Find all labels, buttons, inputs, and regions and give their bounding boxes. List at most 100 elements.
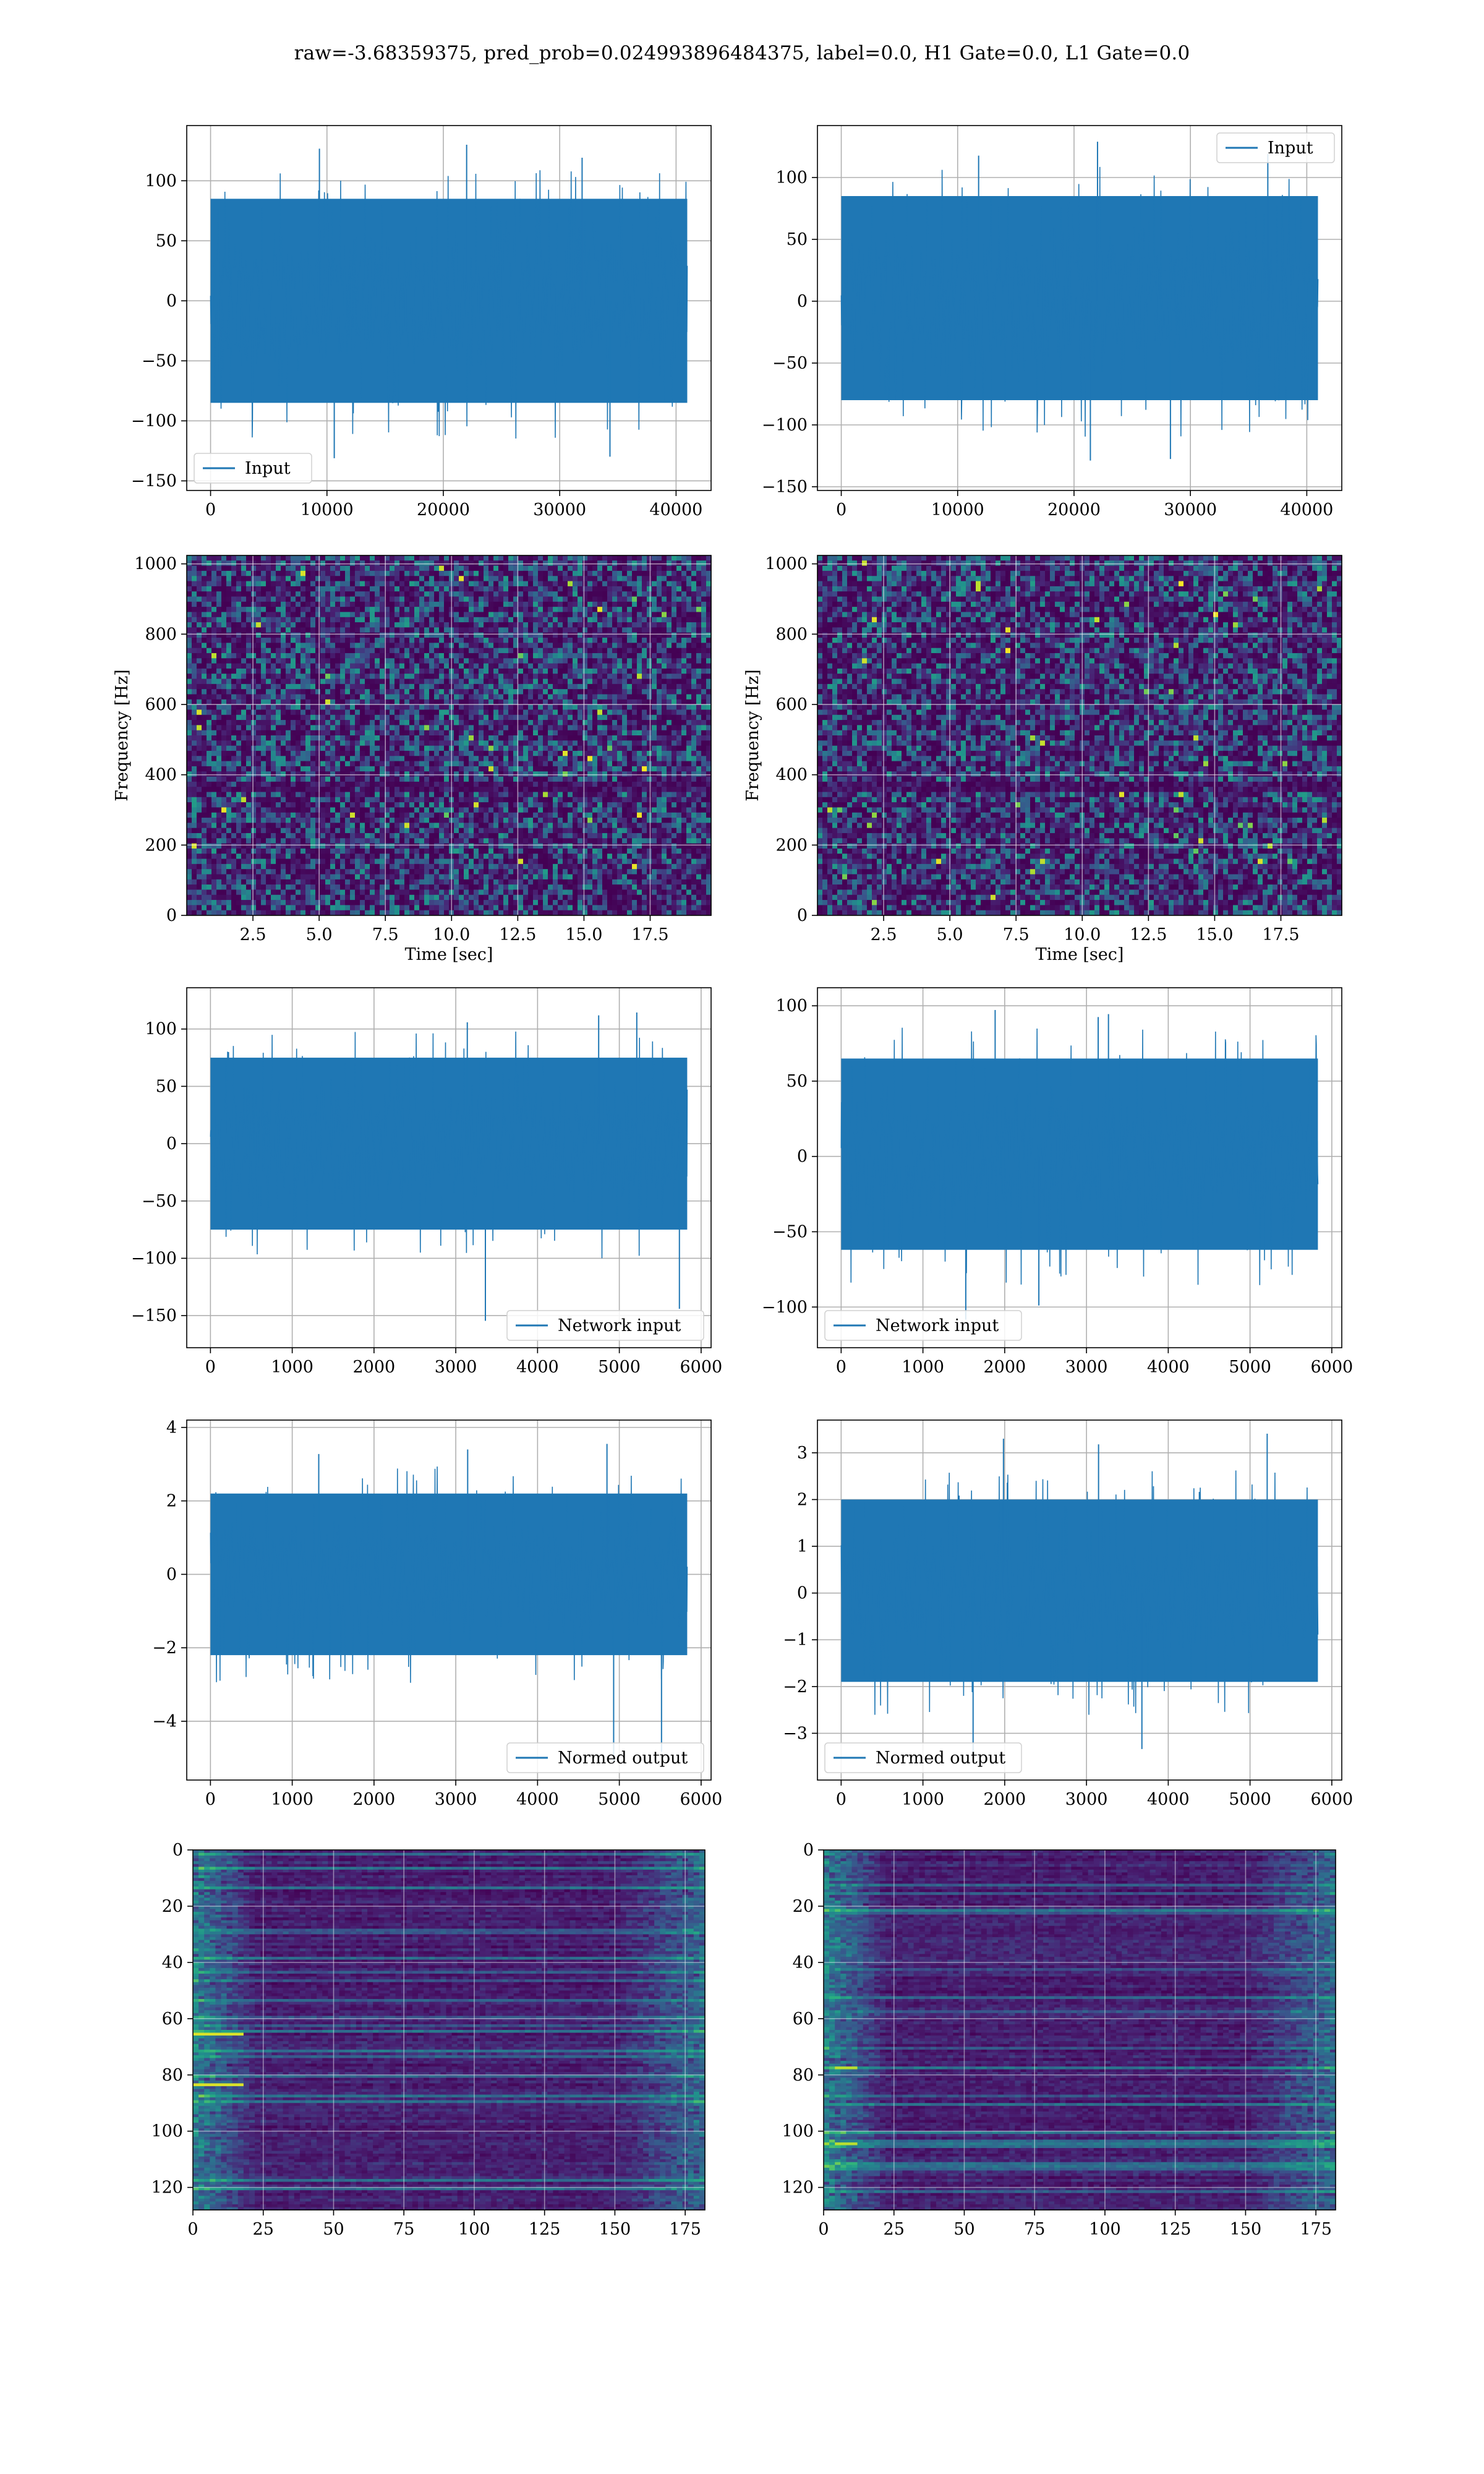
spectrogram-cell — [518, 643, 524, 649]
spectrogram-cell — [479, 601, 484, 607]
spectrogram-cell — [459, 678, 464, 685]
spectrogram-cell — [464, 874, 469, 880]
spectrogram-cell — [404, 787, 410, 793]
spectrogram-cell — [464, 607, 469, 613]
spectrogram-cell — [291, 740, 296, 747]
spectrogram-cell — [390, 838, 395, 844]
spectrogram-cell — [301, 674, 306, 680]
spectrogram-cell — [439, 570, 445, 576]
spectrogram-cell — [434, 781, 440, 787]
spectrogram-cell — [390, 612, 395, 618]
spectrogram-cell — [231, 848, 237, 854]
spectrogram-cell — [454, 874, 459, 880]
spectrogram-cell — [187, 756, 192, 762]
spectrogram-cell — [434, 884, 440, 891]
spectrogram-cell — [335, 858, 341, 865]
spectrogram-cell — [310, 565, 316, 571]
spectrogram-cell — [296, 848, 301, 854]
spectrogram-cell — [513, 586, 519, 592]
spectrogram-cell — [320, 740, 326, 747]
spectrogram-cell — [365, 807, 370, 813]
spectrogram-cell — [325, 776, 331, 782]
spectrogram-cell — [493, 586, 499, 592]
spectrogram-cell — [231, 704, 237, 711]
spectrogram-cell — [276, 560, 281, 567]
spectrogram-cell — [335, 668, 341, 674]
spectrogram-cell — [399, 828, 405, 834]
spectrogram-cell — [231, 643, 237, 649]
spectrogram-cell — [216, 756, 222, 762]
spectrogram-cell — [365, 771, 370, 777]
spectrogram-cell — [429, 720, 435, 726]
spectrogram-cell — [340, 627, 346, 633]
spectrogram-cell — [429, 863, 435, 870]
spectrogram-cell — [355, 807, 360, 813]
spectrogram-cell — [216, 874, 222, 880]
spectrogram-cell — [207, 730, 212, 736]
spectrogram-cell — [464, 581, 469, 587]
spectrogram-cell — [231, 792, 237, 798]
spectrogram-cell — [320, 771, 326, 777]
spectrogram-cell — [474, 863, 479, 870]
spectrogram-cell — [216, 818, 222, 823]
spectrogram-cell — [241, 683, 247, 690]
spectrogram-cell — [434, 858, 440, 865]
spectrogram-cell — [528, 863, 534, 870]
spectrogram-cell — [488, 725, 494, 731]
spectrogram-cell — [523, 807, 529, 813]
spectrogram-cell — [276, 678, 281, 685]
spectrogram-cell — [380, 874, 385, 880]
spectrogram-cell — [464, 797, 469, 803]
spectrogram-cell — [221, 668, 227, 674]
spectrogram-cell — [439, 668, 445, 674]
spectrogram-cell — [513, 565, 519, 571]
spectrogram-cell — [221, 843, 227, 849]
spectrogram-cell — [192, 689, 197, 695]
spectrogram-cell — [251, 699, 257, 705]
spectrogram-cell — [365, 714, 370, 721]
spectrogram-cell — [221, 725, 227, 731]
spectrogram-cell — [320, 858, 326, 865]
spectrogram-cell — [493, 596, 499, 602]
spectrogram-cell — [409, 683, 415, 690]
spectrogram-cell — [479, 818, 484, 823]
spectrogram-cell — [207, 694, 212, 700]
spectrogram-cell — [310, 617, 316, 623]
spectrogram-cell — [226, 854, 232, 860]
spectrogram-cell — [518, 674, 524, 680]
spectrogram-cell — [315, 745, 321, 751]
spectrogram-cell — [261, 560, 267, 567]
spectrogram-cell — [211, 848, 217, 854]
spectrogram-cell — [291, 565, 296, 571]
spectrogram-cell — [310, 694, 316, 700]
spectrogram-cell — [187, 591, 192, 597]
spectrogram-cell — [241, 884, 247, 891]
spectrogram-cell — [409, 745, 415, 751]
spectrogram-cell — [291, 823, 296, 829]
spectrogram-cell — [281, 823, 286, 829]
spectrogram-cell — [266, 823, 271, 829]
spectrogram-cell — [498, 694, 504, 700]
spectrogram-cell — [518, 802, 524, 808]
spectrogram-cell — [236, 869, 242, 875]
spectrogram-cell — [310, 678, 316, 685]
spectrogram-cell — [444, 714, 450, 721]
spectrogram-cell — [503, 709, 509, 716]
spectrogram-cell — [375, 781, 380, 787]
spectrogram-cell — [523, 910, 529, 916]
spectrogram-cell — [251, 596, 257, 602]
spectrogram-cell — [236, 596, 242, 602]
spectrogram-cell — [286, 797, 291, 803]
spectrogram-cell — [266, 756, 271, 762]
spectrogram-cell — [355, 663, 360, 669]
spectrogram-cell — [488, 638, 494, 643]
spectrogram-cell — [325, 699, 331, 705]
spectrogram-cell — [523, 863, 529, 870]
spectrogram-cell — [375, 818, 380, 823]
spectrogram-cell — [385, 797, 390, 803]
spectrogram-cell — [380, 714, 385, 721]
spectrogram-cell — [241, 823, 247, 829]
spectrogram-cell — [459, 843, 464, 849]
spectrogram-cell — [429, 663, 435, 669]
spectrogram-cell — [409, 560, 415, 567]
